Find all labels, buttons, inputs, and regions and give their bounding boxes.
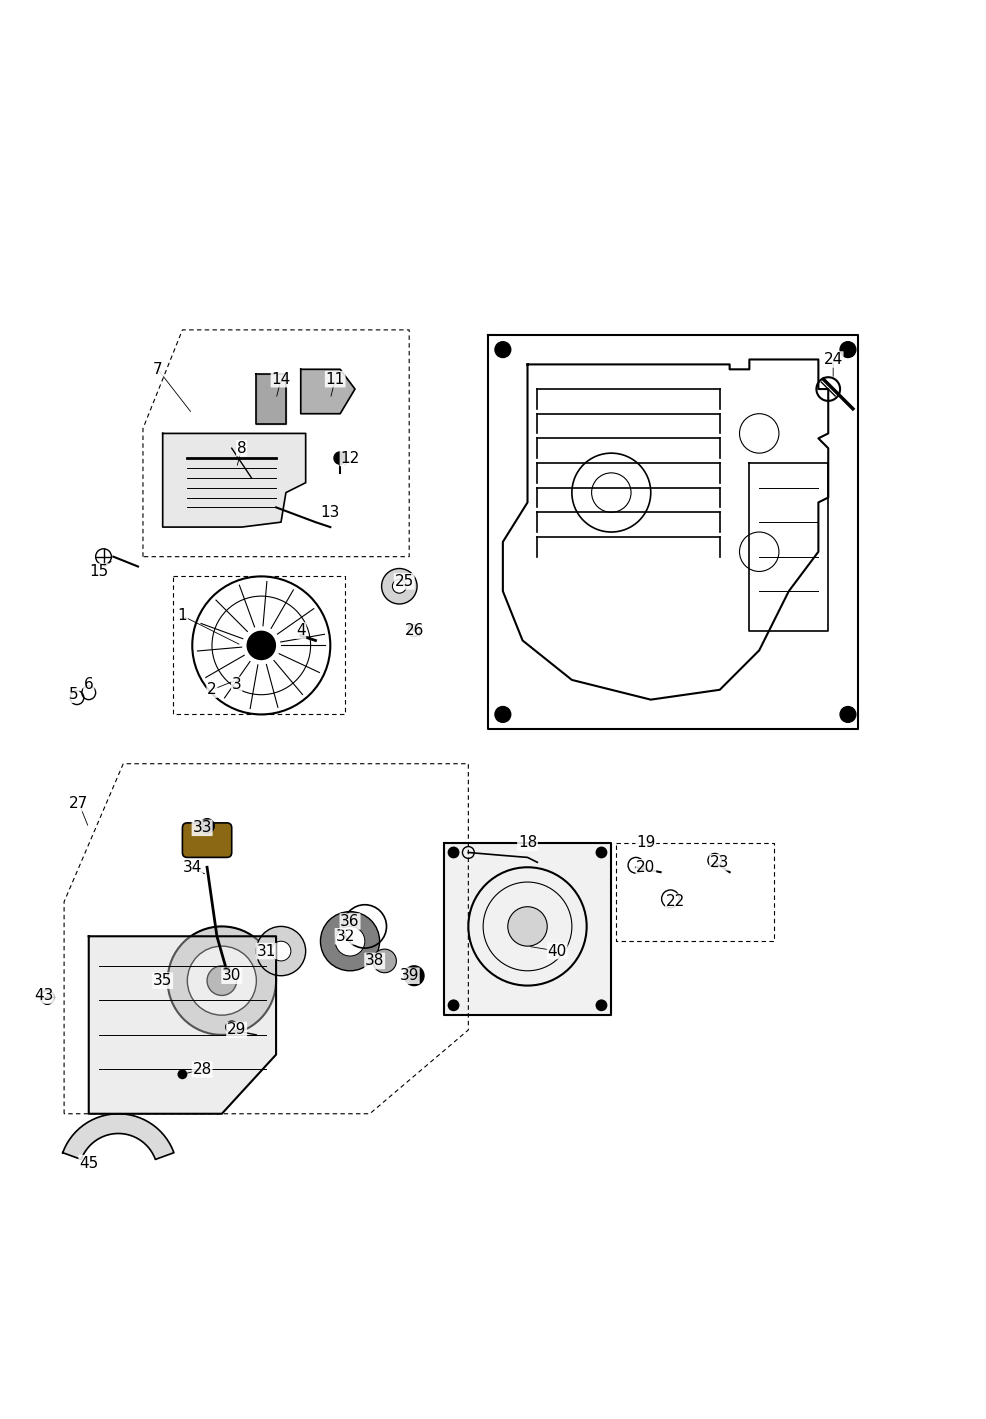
Circle shape xyxy=(448,847,459,858)
Circle shape xyxy=(382,569,417,604)
Circle shape xyxy=(320,911,380,971)
Text: 15: 15 xyxy=(89,563,108,579)
Text: 24: 24 xyxy=(823,352,843,368)
Circle shape xyxy=(840,707,856,722)
Polygon shape xyxy=(89,937,276,1114)
Text: 7: 7 xyxy=(153,362,163,377)
Text: 35: 35 xyxy=(153,973,173,988)
Circle shape xyxy=(333,451,347,465)
Circle shape xyxy=(199,817,215,834)
Text: 27: 27 xyxy=(69,796,89,810)
Text: 45: 45 xyxy=(79,1155,99,1171)
Text: 11: 11 xyxy=(325,372,345,387)
Text: 38: 38 xyxy=(365,954,385,968)
Circle shape xyxy=(168,927,276,1034)
Text: 33: 33 xyxy=(192,820,212,836)
Text: 32: 32 xyxy=(335,929,355,944)
Text: 12: 12 xyxy=(340,451,360,465)
Text: 3: 3 xyxy=(232,677,242,692)
Circle shape xyxy=(256,927,306,976)
Circle shape xyxy=(508,907,547,946)
Circle shape xyxy=(271,941,291,961)
Text: 22: 22 xyxy=(666,894,685,910)
Polygon shape xyxy=(63,1114,174,1159)
Circle shape xyxy=(177,1070,187,1080)
FancyBboxPatch shape xyxy=(182,823,232,857)
Text: 18: 18 xyxy=(518,836,537,850)
Text: 2: 2 xyxy=(207,683,217,697)
Circle shape xyxy=(596,999,607,1012)
Text: 40: 40 xyxy=(547,944,567,959)
Text: 20: 20 xyxy=(636,860,656,874)
Text: 14: 14 xyxy=(271,372,291,387)
Text: 23: 23 xyxy=(710,854,730,870)
Text: 34: 34 xyxy=(182,860,202,874)
Circle shape xyxy=(335,927,365,956)
Text: 31: 31 xyxy=(256,944,276,959)
Text: 28: 28 xyxy=(192,1061,212,1077)
Polygon shape xyxy=(163,433,306,526)
Text: 25: 25 xyxy=(394,573,414,589)
Text: 6: 6 xyxy=(84,677,94,692)
Circle shape xyxy=(448,999,459,1012)
Text: 29: 29 xyxy=(227,1023,246,1037)
Text: 4: 4 xyxy=(296,623,306,639)
Text: 43: 43 xyxy=(35,988,54,1003)
Text: 1: 1 xyxy=(177,609,187,623)
Text: 13: 13 xyxy=(320,505,340,519)
Circle shape xyxy=(373,949,396,973)
Circle shape xyxy=(246,630,276,660)
Circle shape xyxy=(207,966,237,996)
Text: 5: 5 xyxy=(69,687,79,702)
Circle shape xyxy=(404,966,424,986)
Polygon shape xyxy=(444,843,611,1015)
Text: 30: 30 xyxy=(222,968,242,983)
Circle shape xyxy=(596,847,607,858)
Text: 8: 8 xyxy=(237,441,246,455)
Circle shape xyxy=(840,342,856,358)
Text: 36: 36 xyxy=(340,914,360,929)
Circle shape xyxy=(187,946,256,1015)
Circle shape xyxy=(495,707,511,722)
Polygon shape xyxy=(256,375,286,423)
Polygon shape xyxy=(301,369,355,414)
Circle shape xyxy=(392,579,406,593)
Circle shape xyxy=(495,342,511,358)
Text: 19: 19 xyxy=(636,836,656,850)
Text: 39: 39 xyxy=(399,968,419,983)
Text: 26: 26 xyxy=(404,623,424,639)
